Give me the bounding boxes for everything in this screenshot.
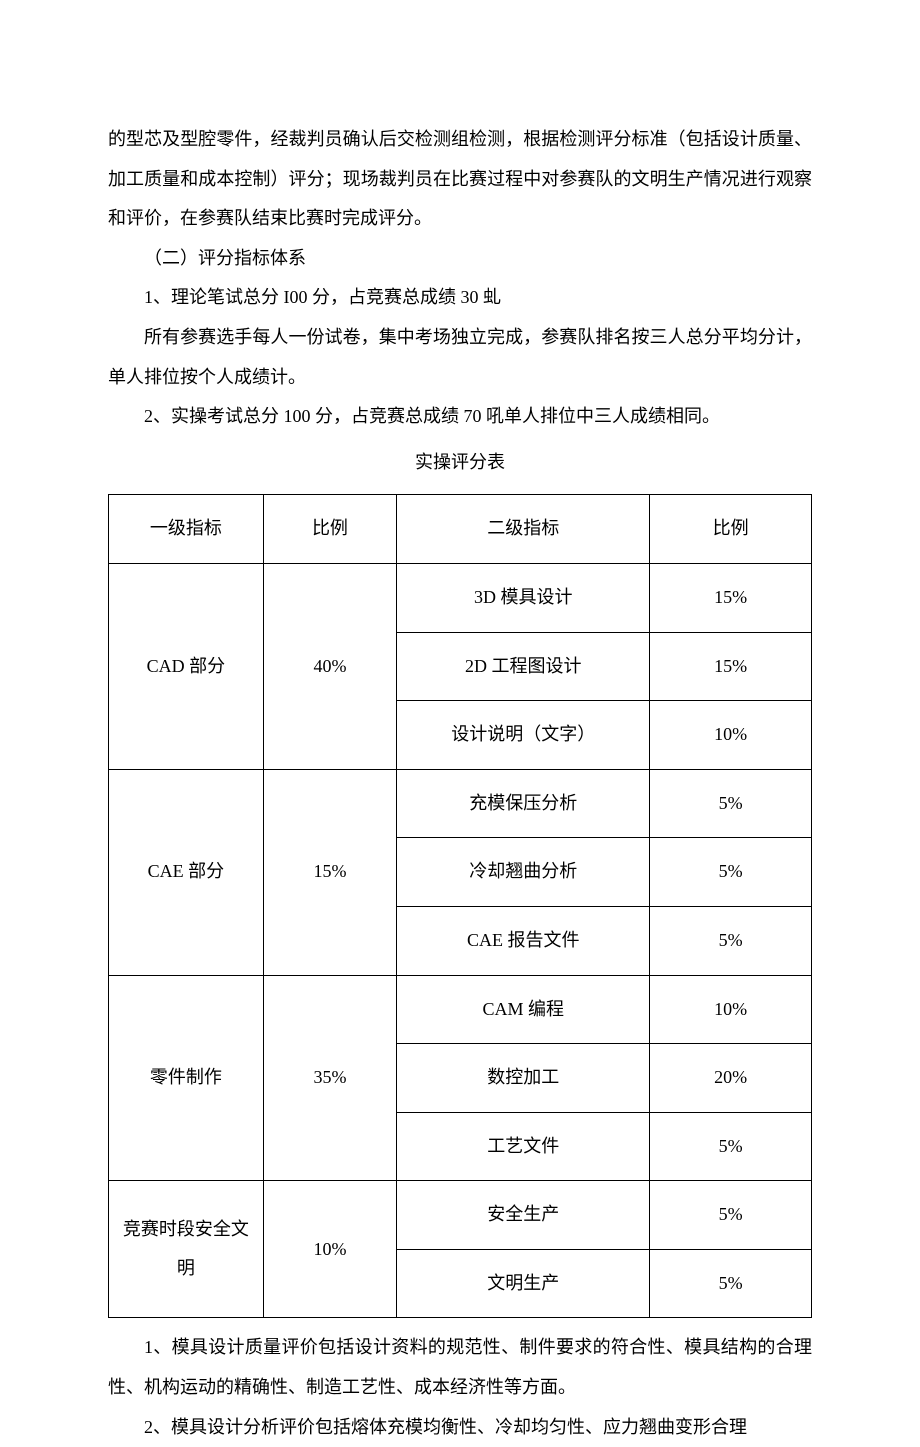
table-row: CAE 部分 15% 充模保压分析 5% (109, 769, 812, 838)
header-level2: 二级指标 (397, 495, 650, 564)
cell-category: 竞赛时段安全文明 (109, 1181, 264, 1318)
table-row: CAD 部分 40% 3D 模具设计 15% (109, 563, 812, 632)
cell-sub: CAM 编程 (397, 975, 650, 1044)
cell-subratio: 10% (650, 975, 812, 1044)
cell-subratio: 20% (650, 1044, 812, 1113)
cell-sub: CAE 报告文件 (397, 906, 650, 975)
paragraph-1: 的型芯及型腔零件，经裁判员确认后交检测组检测，根据检测评分标准（包括设计质量、加… (108, 120, 812, 239)
cell-catratio: 10% (263, 1181, 397, 1318)
paragraph-4: 所有参赛选手每人一份试卷，集中考场独立完成，参赛队排名按三人总分平均分计，单人排… (108, 318, 812, 397)
paragraph-6: 1、模具设计质量评价包括设计资料的规范性、制件要求的符合性、模具结构的合理性、机… (108, 1328, 812, 1407)
cell-catratio: 15% (263, 769, 397, 975)
cell-subratio: 15% (650, 563, 812, 632)
cell-subratio: 5% (650, 1181, 812, 1250)
cell-catratio: 35% (263, 975, 397, 1181)
cell-subratio: 5% (650, 1249, 812, 1318)
table-row: 竞赛时段安全文明 10% 安全生产 5% (109, 1181, 812, 1250)
cell-sub: 设计说明（文字） (397, 701, 650, 770)
cell-sub: 数控加工 (397, 1044, 650, 1113)
cell-subratio: 5% (650, 906, 812, 975)
paragraph-5: 2、实操考试总分 100 分，占竞赛总成绩 70 吼单人排位中三人成绩相同。 (108, 397, 812, 437)
header-ratio2: 比例 (650, 495, 812, 564)
paragraph-7: 2、模具设计分析评价包括熔体充模均衡性、冷却均匀性、应力翘曲变形合理 (108, 1408, 812, 1447)
cell-catratio: 40% (263, 563, 397, 769)
cell-sub: 安全生产 (397, 1181, 650, 1250)
cell-sub: 充模保压分析 (397, 769, 650, 838)
cell-sub: 冷却翘曲分析 (397, 838, 650, 907)
cell-sub: 文明生产 (397, 1249, 650, 1318)
cell-subratio: 15% (650, 632, 812, 701)
table-header-row: 一级指标 比例 二级指标 比例 (109, 495, 812, 564)
cell-category: 零件制作 (109, 975, 264, 1181)
paragraph-2: （二）评分指标体系 (108, 239, 812, 279)
header-ratio1: 比例 (263, 495, 397, 564)
cell-subratio: 5% (650, 769, 812, 838)
cell-subratio: 10% (650, 701, 812, 770)
cell-category: CAE 部分 (109, 769, 264, 975)
header-level1: 一级指标 (109, 495, 264, 564)
cell-sub: 3D 模具设计 (397, 563, 650, 632)
paragraph-3: 1、理论笔试总分 I00 分，占竞赛总成绩 30 虬 (108, 278, 812, 318)
cell-subratio: 5% (650, 838, 812, 907)
cell-sub: 工艺文件 (397, 1112, 650, 1181)
table-title: 实操评分表 (108, 443, 812, 483)
cell-category: CAD 部分 (109, 563, 264, 769)
table-row: 零件制作 35% CAM 编程 10% (109, 975, 812, 1044)
cell-subratio: 5% (650, 1112, 812, 1181)
cell-sub: 2D 工程图设计 (397, 632, 650, 701)
scoring-table: 一级指标 比例 二级指标 比例 CAD 部分 40% 3D 模具设计 15% 2… (108, 494, 812, 1318)
